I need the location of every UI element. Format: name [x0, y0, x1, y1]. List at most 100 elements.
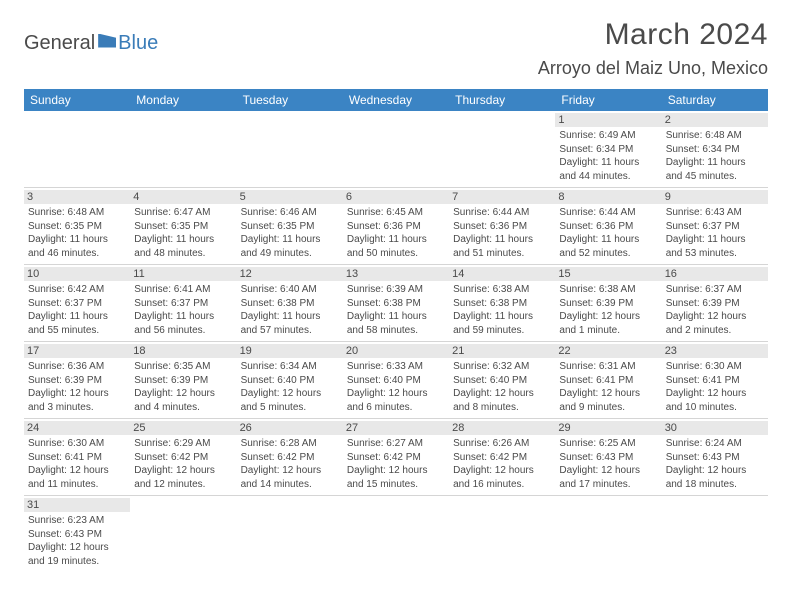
calendar-day-cell: 15Sunrise: 6:38 AMSunset: 6:39 PMDayligh…: [555, 265, 661, 342]
sunrise-text: Sunrise: 6:28 AM: [241, 437, 339, 451]
calendar-day-cell: 6Sunrise: 6:45 AMSunset: 6:36 PMDaylight…: [343, 188, 449, 265]
calendar-day-cell: 20 Sunrise: 6:33 AMSunset: 6:40 PMDayligh…: [343, 342, 449, 419]
sunset-text: Sunset: 6:38 PM: [347, 297, 445, 311]
day-info: Sunrise: 6:32 AMSunset: 6:40 PMDaylight:…: [453, 360, 551, 414]
day-info: Sunrise: 6:37 AMSunset: 6:39 PMDaylight:…: [666, 283, 764, 337]
calendar-day-cell: .: [449, 111, 555, 188]
logo-text-blue: Blue: [118, 32, 158, 55]
daylight-text: Daylight: 11 hours and 49 minutes.: [241, 233, 339, 260]
weekday-header: Thursday: [449, 89, 555, 111]
daylight-text: Daylight: 12 hours and 15 minutes.: [347, 464, 445, 491]
day-info: Sunrise: 6:33 AMSunset: 6:40 PMDaylight:…: [347, 360, 445, 414]
day-number: 27: [343, 421, 449, 435]
sunset-text: Sunset: 6:43 PM: [666, 451, 764, 465]
weekday-header: Tuesday: [237, 89, 343, 111]
daylight-text: Daylight: 12 hours and 9 minutes.: [559, 387, 657, 414]
daylight-text: Daylight: 11 hours and 51 minutes.: [453, 233, 551, 260]
calendar-day-cell: 23 Sunrise: 6:30 AMSunset: 6:41 PMDayligh…: [662, 342, 768, 419]
calendar-body: .....1Sunrise: 6:49 AMSunset: 6:34 PMDay…: [24, 111, 768, 572]
calendar-header-row: SundayMondayTuesdayWednesdayThursdayFrid…: [24, 89, 768, 111]
day-info: Sunrise: 6:23 AMSunset: 6:43 PMDaylight:…: [28, 514, 126, 568]
calendar-day-cell: 24Sunrise: 6:30 AMSunset: 6:41 PMDayligh…: [24, 419, 130, 496]
day-number: 29: [555, 421, 661, 435]
calendar-day-cell: .: [555, 496, 661, 573]
day-number: 17: [24, 344, 130, 358]
daylight-text: Daylight: 12 hours and 10 minutes.: [666, 387, 764, 414]
calendar-day-cell: 8Sunrise: 6:44 AMSunset: 6:36 PMDaylight…: [555, 188, 661, 265]
sunrise-text: Sunrise: 6:38 AM: [453, 283, 551, 297]
day-number: 2: [662, 113, 768, 127]
sunrise-text: Sunrise: 6:27 AM: [347, 437, 445, 451]
calendar-day-cell: 3 Sunrise: 6:48 AMSunset: 6:35 PMDaylight…: [24, 188, 130, 265]
day-info: Sunrise: 6:41 AMSunset: 6:37 PMDaylight:…: [134, 283, 232, 337]
sunset-text: Sunset: 6:38 PM: [453, 297, 551, 311]
weekday-header: Sunday: [24, 89, 130, 111]
calendar-day-cell: .: [130, 496, 236, 573]
day-number: 28: [449, 421, 555, 435]
sunrise-text: Sunrise: 6:44 AM: [559, 206, 657, 220]
sunset-text: Sunset: 6:40 PM: [347, 374, 445, 388]
calendar-day-cell: 1Sunrise: 6:49 AMSunset: 6:34 PMDaylight…: [555, 111, 661, 188]
logo-sail-icon: [98, 34, 116, 48]
sunset-text: Sunset: 6:39 PM: [28, 374, 126, 388]
day-info: Sunrise: 6:42 AMSunset: 6:37 PMDaylight:…: [28, 283, 126, 337]
day-info: Sunrise: 6:26 AMSunset: 6:42 PMDaylight:…: [453, 437, 551, 491]
day-number: 15: [555, 267, 661, 281]
day-info: Sunrise: 6:30 AMSunset: 6:41 PMDaylight:…: [666, 360, 764, 414]
day-number: 13: [343, 267, 449, 281]
day-number: 26: [237, 421, 343, 435]
day-info: Sunrise: 6:48 AMSunset: 6:35 PMDaylight:…: [28, 206, 126, 260]
sunrise-text: Sunrise: 6:24 AM: [666, 437, 764, 451]
calendar-day-cell: 17 Sunrise: 6:36 AMSunset: 6:39 PMDayligh…: [24, 342, 130, 419]
day-info: Sunrise: 6:46 AMSunset: 6:35 PMDaylight:…: [241, 206, 339, 260]
calendar-day-cell: 10Sunrise: 6:42 AMSunset: 6:37 PMDayligh…: [24, 265, 130, 342]
day-info: Sunrise: 6:34 AMSunset: 6:40 PMDaylight:…: [241, 360, 339, 414]
sunset-text: Sunset: 6:34 PM: [559, 143, 657, 157]
sunset-text: Sunset: 6:41 PM: [666, 374, 764, 388]
day-number: 22: [555, 344, 661, 358]
daylight-text: Daylight: 11 hours and 46 minutes.: [28, 233, 126, 260]
daylight-text: Daylight: 11 hours and 45 minutes.: [666, 156, 764, 183]
day-number: 16: [662, 267, 768, 281]
sunrise-text: Sunrise: 6:46 AM: [241, 206, 339, 220]
day-info: Sunrise: 6:47 AMSunset: 6:35 PMDaylight:…: [134, 206, 232, 260]
day-number: 8: [555, 190, 661, 204]
day-number: 23: [662, 344, 768, 358]
sunset-text: Sunset: 6:35 PM: [28, 220, 126, 234]
calendar-day-cell: 31Sunrise: 6:23 AMSunset: 6:43 PMDayligh…: [24, 496, 130, 573]
logo: General Blue: [24, 18, 158, 55]
day-number: 20: [343, 344, 449, 358]
sunrise-text: Sunrise: 6:33 AM: [347, 360, 445, 374]
calendar-day-cell: 29Sunrise: 6:25 AMSunset: 6:43 PMDayligh…: [555, 419, 661, 496]
sunrise-text: Sunrise: 6:32 AM: [453, 360, 551, 374]
calendar-day-cell: .: [237, 496, 343, 573]
sunset-text: Sunset: 6:43 PM: [559, 451, 657, 465]
calendar-day-cell: 22Sunrise: 6:31 AMSunset: 6:41 PMDayligh…: [555, 342, 661, 419]
calendar-day-cell: .: [449, 496, 555, 573]
daylight-text: Daylight: 12 hours and 8 minutes.: [453, 387, 551, 414]
month-title: March 2024: [538, 18, 768, 52]
day-info: Sunrise: 6:36 AMSunset: 6:39 PMDaylight:…: [28, 360, 126, 414]
day-info: Sunrise: 6:35 AMSunset: 6:39 PMDaylight:…: [134, 360, 232, 414]
sunrise-text: Sunrise: 6:30 AM: [28, 437, 126, 451]
sunrise-text: Sunrise: 6:35 AM: [134, 360, 232, 374]
day-info: Sunrise: 6:48 AMSunset: 6:34 PMDaylight:…: [666, 129, 764, 183]
daylight-text: Daylight: 12 hours and 18 minutes.: [666, 464, 764, 491]
calendar-day-cell: 19Sunrise: 6:34 AMSunset: 6:40 PMDayligh…: [237, 342, 343, 419]
sunset-text: Sunset: 6:36 PM: [559, 220, 657, 234]
weekday-header: Friday: [555, 89, 661, 111]
calendar-day-cell: 5Sunrise: 6:46 AMSunset: 6:35 PMDaylight…: [237, 188, 343, 265]
sunrise-text: Sunrise: 6:31 AM: [559, 360, 657, 374]
day-info: Sunrise: 6:30 AMSunset: 6:41 PMDaylight:…: [28, 437, 126, 491]
calendar-day-cell: 28 Sunrise: 6:26 AMSunset: 6:42 PMDayligh…: [449, 419, 555, 496]
sunset-text: Sunset: 6:37 PM: [134, 297, 232, 311]
day-info: Sunrise: 6:43 AMSunset: 6:37 PMDaylight:…: [666, 206, 764, 260]
day-number: 3: [24, 190, 130, 204]
day-number: 11: [130, 267, 236, 281]
daylight-text: Daylight: 12 hours and 6 minutes.: [347, 387, 445, 414]
sunset-text: Sunset: 6:35 PM: [241, 220, 339, 234]
daylight-text: Daylight: 12 hours and 14 minutes.: [241, 464, 339, 491]
calendar-day-cell: .: [662, 496, 768, 573]
calendar-week-row: 10Sunrise: 6:42 AMSunset: 6:37 PMDayligh…: [24, 265, 768, 342]
sunset-text: Sunset: 6:36 PM: [347, 220, 445, 234]
